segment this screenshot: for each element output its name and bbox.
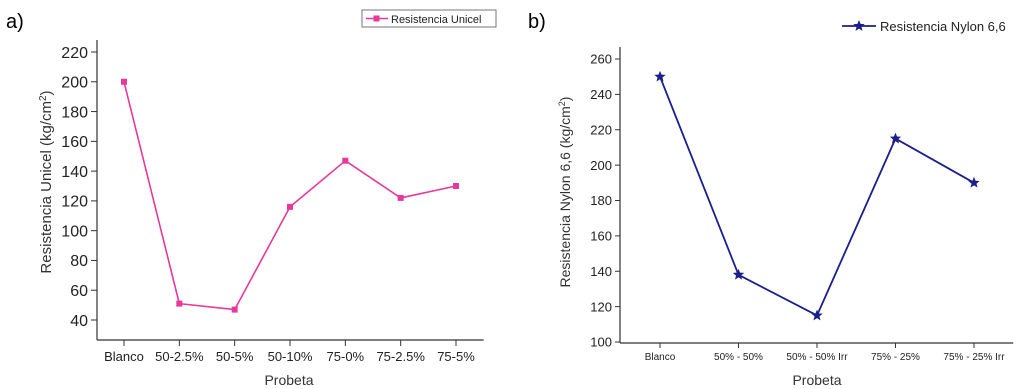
y-tick-label: 160 [61, 134, 88, 151]
data-point [732, 268, 745, 280]
y-tick-label: 180 [590, 193, 612, 208]
y-axis-title-unicel-text: Resistencia Unicel (kg/cm [38, 101, 55, 274]
y-tick-label: 80 [70, 253, 88, 270]
x-axis-title-unicel: Probeta [264, 372, 313, 388]
y-tick-label: 140 [590, 264, 612, 279]
y-tick-label: 200 [590, 158, 612, 173]
x-tick-label: 75-0% [327, 349, 365, 364]
data-point [231, 306, 238, 313]
y-tick-label: 140 [61, 164, 88, 181]
x-tick-label: 75-2.5% [376, 349, 425, 364]
x-tick-label: 75-5% [437, 349, 475, 364]
panel-label-b: b) [528, 11, 546, 33]
x-tick-label: 50% - 50% [714, 352, 763, 363]
y-tick-label: 100 [61, 223, 88, 240]
data-point [654, 70, 666, 82]
y-tick-label: 40 [70, 313, 88, 330]
data-point [889, 132, 902, 144]
data-point [811, 309, 823, 321]
axes-nylon [619, 47, 1014, 344]
x-tick-label: 75% - 25% Irr [943, 352, 1005, 363]
x-tick-label: 50-10% [268, 349, 313, 364]
legend-label-unicel: Resistencia Unicel [391, 14, 481, 26]
y-tick-label: 60 [70, 283, 88, 300]
data-point [121, 78, 127, 85]
series-line [123, 81, 457, 311]
y-axis-title-unicel-sup: 2 [38, 95, 49, 101]
x-axis-title-nylon: Probeta [792, 372, 841, 388]
legend-nylon: Resistencia Nylon 6,6 [842, 19, 1006, 34]
series-nylon [654, 70, 980, 321]
y-tick-label: 100 [590, 335, 612, 350]
x-tick-label: Blanco [104, 349, 144, 364]
y-axis-title-nylon-sup: 2 [557, 101, 567, 106]
y-tick-label: 240 [590, 87, 612, 102]
data-point [453, 183, 459, 189]
y-tick-label: 120 [590, 299, 612, 314]
panel-label-a: a) [6, 11, 24, 33]
legend-unicel: Resistencia Unicel [361, 9, 497, 28]
y-axis-title-nylon: Resistencia Nylon 6,6 (kg/cm2) [557, 97, 573, 288]
y-ticks-unicel: 40 60 80 100 120 140 160 180 200 220 [61, 45, 97, 330]
x-ticks-nylon: Blanco 50% - 50% 50% - 50% Irr 75% - 25% 75%… [645, 343, 1005, 363]
y-tick-label: 220 [61, 45, 88, 62]
y-ticks-nylon: 100 120 140 160 180 200 220 240 260 [590, 52, 620, 350]
series-line [659, 76, 975, 317]
y-axis-title-unicel-close: ) [38, 90, 55, 95]
x-tick-label: 50-5% [216, 349, 254, 364]
legend-label-nylon: Resistencia Nylon 6,6 [880, 19, 1006, 34]
y-tick-label: 160 [590, 229, 612, 244]
x-tick-label: 75% - 25% [871, 352, 920, 363]
data-point [176, 300, 183, 307]
x-ticks-unicel: Blanco 50-2.5% 50-5% 50-10% 75-0% 75-2.5% 75-5… [104, 340, 475, 364]
legend-marker-unicel [373, 15, 380, 22]
y-tick-label: 200 [61, 75, 88, 92]
chart-unicel: a) Resistencia Unicel 40 60 80 100 120 140 160… [6, 9, 497, 388]
x-tick-label: Blanco [645, 352, 676, 363]
data-point [287, 203, 293, 210]
data-point [968, 176, 980, 188]
x-tick-label: 50-2.5% [155, 349, 204, 364]
axes-unicel [96, 40, 484, 341]
y-axis-title-unicel: Resistencia Unicel (kg/cm2) [38, 90, 56, 273]
y-tick-label: 180 [61, 104, 88, 121]
y-tick-label: 220 [590, 122, 612, 137]
chart-nylon: b) Resistencia Nylon 6,6 100 120 140 160 180… [528, 11, 1014, 388]
data-point [342, 157, 349, 164]
data-point [397, 194, 404, 201]
y-axis-title-nylon-text: Resistencia Nylon 6,6 (kg/cm [557, 106, 573, 287]
x-tick-label: 50% - 50% Irr [786, 352, 848, 363]
legend-box-unicel [361, 9, 497, 28]
series-unicel [121, 78, 459, 313]
legend-marker-nylon [853, 20, 865, 31]
y-axis-title-nylon-close: ) [557, 97, 573, 102]
y-tick-label: 260 [590, 52, 612, 67]
y-tick-label: 120 [61, 194, 88, 211]
